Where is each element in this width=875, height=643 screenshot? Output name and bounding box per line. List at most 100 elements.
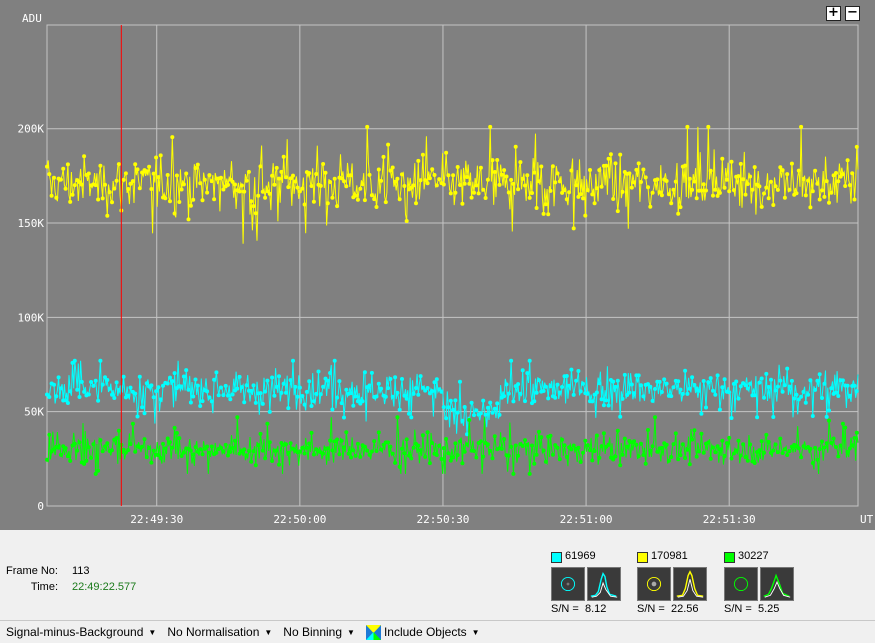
series-point <box>722 453 727 458</box>
series-point <box>634 442 639 447</box>
series-point <box>706 124 711 129</box>
series-point <box>745 458 750 463</box>
include-objects-dropdown[interactable]: Include Objects ▼ <box>365 624 480 640</box>
series-point <box>84 458 89 463</box>
series-point <box>653 387 657 391</box>
series-point <box>427 176 432 181</box>
series-point <box>553 443 558 448</box>
series-point <box>158 153 163 158</box>
series-point <box>300 186 305 191</box>
series-point <box>284 390 288 395</box>
series-point <box>388 168 393 173</box>
signal-mode-dropdown[interactable]: Signal-minus-Background ▼ <box>6 625 157 639</box>
object-2-psf-thumbnail[interactable] <box>673 567 707 601</box>
series-point <box>453 398 458 403</box>
series-point <box>168 440 172 445</box>
series-point <box>147 164 152 169</box>
series-point <box>270 375 275 380</box>
series-point <box>539 435 544 440</box>
axis-labels: ADU UT 200K 150K 100K 50K 0 22:49:30 22:50:00 2… <box>18 12 874 526</box>
series-point <box>543 384 548 389</box>
series-point <box>553 180 558 185</box>
series-point <box>233 182 237 187</box>
series-point <box>476 191 481 196</box>
series-point <box>279 169 284 174</box>
series-point <box>63 398 68 403</box>
series-point <box>407 453 411 458</box>
series-point <box>724 177 729 182</box>
series-point <box>205 444 210 449</box>
series-point <box>339 176 344 181</box>
series-point <box>114 436 119 440</box>
series-point <box>738 453 743 458</box>
series-point <box>525 442 530 447</box>
series-point <box>773 388 778 393</box>
series-point <box>562 188 567 193</box>
series-point <box>632 180 637 185</box>
series-point <box>279 390 284 395</box>
series-point <box>523 183 527 188</box>
series-point <box>258 391 263 396</box>
series-point <box>659 445 664 450</box>
series-point <box>606 442 611 447</box>
object-3-aperture-thumbnail[interactable] <box>724 567 758 601</box>
series-point <box>260 401 265 406</box>
series-point <box>838 443 843 448</box>
series-point <box>390 394 395 399</box>
series-point <box>850 443 855 448</box>
series-point <box>495 158 500 162</box>
series-point <box>416 158 421 163</box>
object-1-aperture-thumbnail[interactable] <box>551 567 585 601</box>
series-point <box>597 455 602 460</box>
series-point <box>400 446 404 451</box>
series-point <box>453 441 458 446</box>
series-point <box>534 452 539 457</box>
normalisation-dropdown[interactable]: No Normalisation ▼ <box>167 625 273 639</box>
series-point <box>376 381 381 386</box>
series-point <box>270 459 275 463</box>
frame-number-value: 113 <box>72 565 90 577</box>
series-point <box>372 197 377 202</box>
x-tick-label: 22:50:30 <box>416 513 469 526</box>
series-point <box>618 414 623 419</box>
object-2-aperture-thumbnail[interactable] <box>637 567 671 601</box>
series-point <box>467 418 472 422</box>
zoom-out-button[interactable]: − <box>845 6 860 21</box>
series-point <box>188 203 193 208</box>
series-point <box>720 156 725 161</box>
series-point <box>820 439 824 444</box>
series-point <box>550 452 555 457</box>
series-point <box>543 202 548 207</box>
series-point <box>748 442 753 447</box>
series-point <box>629 382 634 387</box>
series-point <box>58 452 63 457</box>
series-point <box>163 196 168 201</box>
series-point <box>149 383 154 388</box>
binning-dropdown[interactable]: No Binning ▼ <box>283 625 355 639</box>
series-point <box>414 386 418 390</box>
series-point <box>625 444 630 449</box>
series-point <box>221 393 226 398</box>
series-point <box>337 452 342 457</box>
series-point <box>676 211 681 216</box>
series-point <box>771 415 776 419</box>
series-point <box>444 416 449 421</box>
series-point <box>116 162 121 167</box>
series-point <box>272 182 277 187</box>
series-point <box>161 383 165 388</box>
series-point <box>639 383 643 388</box>
object-3-psf-thumbnail[interactable] <box>760 567 794 601</box>
light-curve-plot[interactable]: ADU UT 200K 150K 100K 50K 0 22:49:30 22:50:00 2… <box>0 0 875 530</box>
series-point <box>386 440 391 445</box>
series-point <box>485 405 490 410</box>
series-point <box>425 386 430 390</box>
zoom-in-button[interactable]: + <box>826 6 841 21</box>
series-point <box>581 381 585 386</box>
plot-canvas[interactable]: ADU UT 200K 150K 100K 50K 0 22:49:30 22:50:00 2… <box>0 0 875 530</box>
series-point <box>852 197 857 202</box>
series-point <box>597 168 602 173</box>
object-1-psf-thumbnail[interactable] <box>587 567 621 601</box>
series-point <box>75 448 80 453</box>
series-point <box>769 179 773 184</box>
series-point <box>267 409 272 414</box>
